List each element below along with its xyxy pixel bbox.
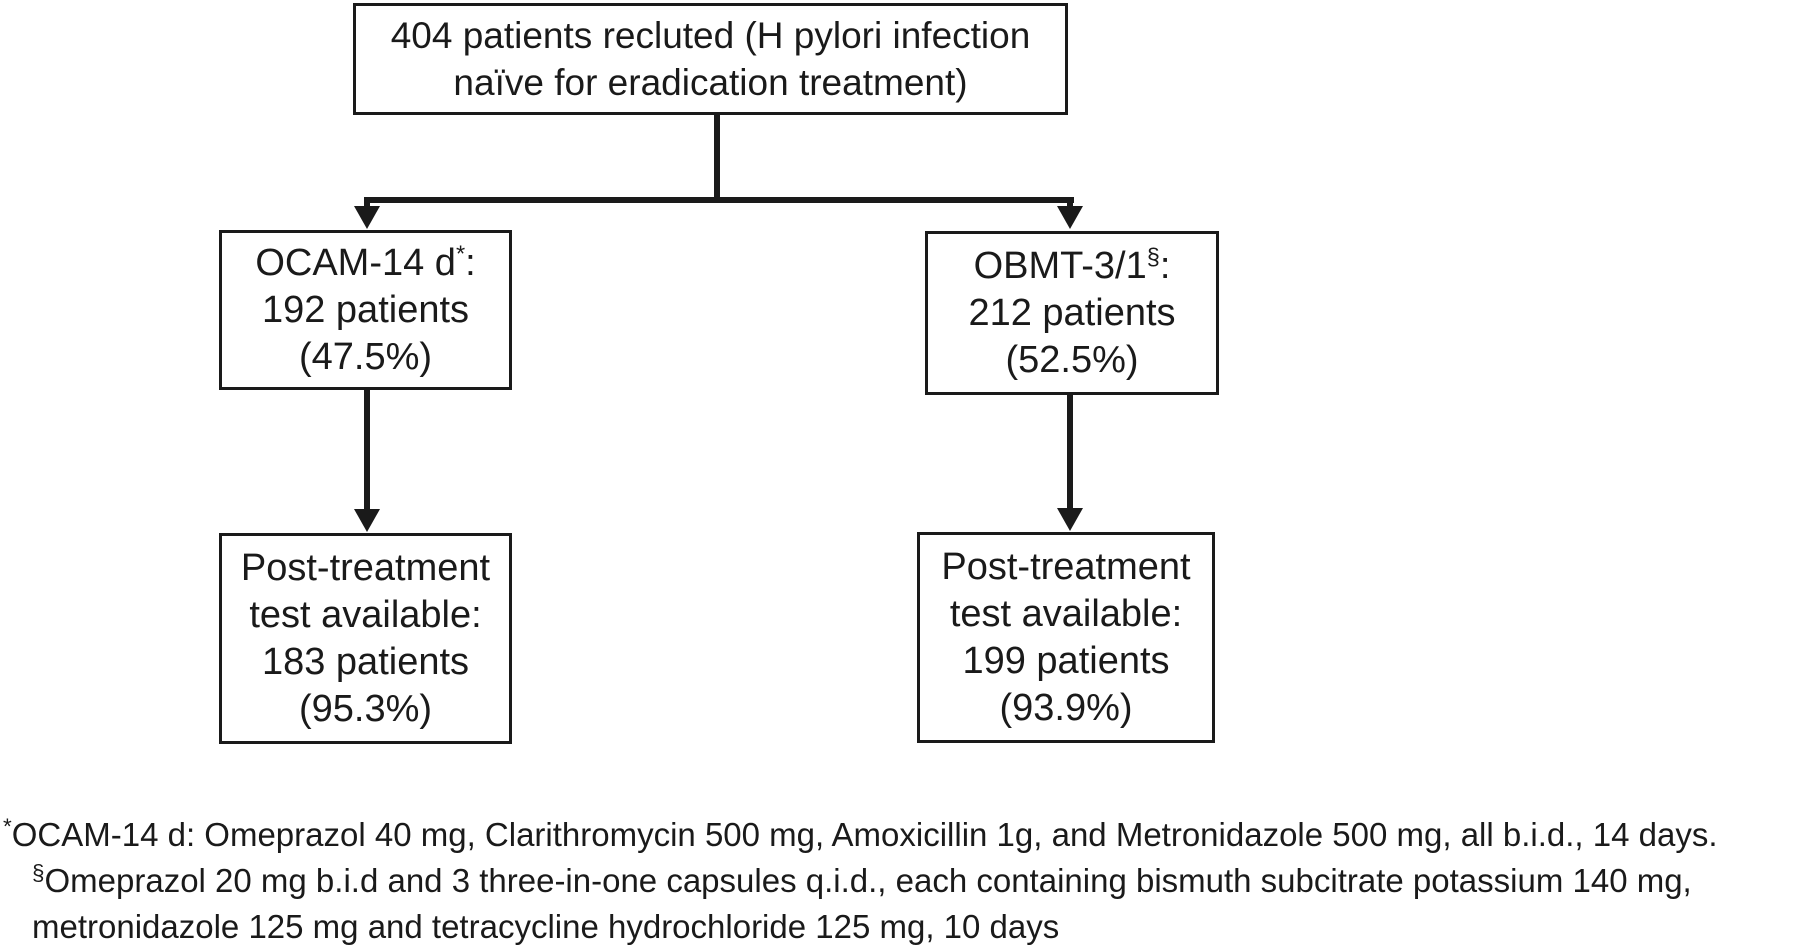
- connector-horizontal-bar: [364, 197, 1074, 203]
- post-treatment-left-percent: (95.3%): [298, 687, 433, 730]
- ocam-group-count: 192 patients: [261, 288, 470, 331]
- arrow-down-left-outcome-icon: [354, 509, 380, 532]
- connector-right-outcome-line: [1067, 395, 1073, 509]
- arrow-down-left-branch-icon: [354, 206, 380, 229]
- obmt-group-box: OBMT-3/1§: 212 patients (52.5%): [925, 231, 1219, 395]
- obmt-group-percent: (52.5%): [1005, 338, 1139, 381]
- connector-right-branch-line: [1067, 197, 1073, 210]
- footnotes: *OCAM-14 d: Omeprazol 40 mg, Clarithromy…: [3, 812, 1718, 950]
- post-treatment-right-line1: Post-treatment: [941, 545, 1191, 588]
- connector-left-branch-line: [364, 197, 370, 210]
- footnote-obmt-line1: §Omeprazol 20 mg b.i.d and 3 three-in-on…: [32, 860, 1692, 899]
- ocam-group-title: OCAM-14 d*:: [255, 239, 476, 284]
- ocam-group-box: OCAM-14 d*: 192 patients (47.5%): [219, 230, 512, 390]
- post-treatment-left-box: Post-treatment test available: 183 patie…: [219, 533, 512, 744]
- post-treatment-left-line2: test available:: [249, 593, 482, 636]
- post-treatment-right-box: Post-treatment test available: 199 patie…: [917, 532, 1215, 743]
- obmt-group-count: 212 patients: [968, 291, 1176, 334]
- section-footnote-marker: §: [32, 860, 45, 885]
- connector-left-outcome-line: [364, 390, 370, 511]
- recruited-patients-line1: 404 patients recluted (H pylori infectio…: [390, 15, 1031, 56]
- arrow-down-right-outcome-icon: [1057, 508, 1083, 531]
- post-treatment-left-count: 183 patients: [261, 640, 470, 683]
- asterisk-footnote-marker: *: [3, 814, 12, 839]
- asterisk-superscript: *: [455, 239, 466, 266]
- post-treatment-right-count: 199 patients: [962, 639, 1170, 682]
- footnote-ocam: *OCAM-14 d: Omeprazol 40 mg, Clarithromy…: [3, 814, 1718, 853]
- footnote-obmt-line2: metronidazole 125 mg and tetracycline hy…: [32, 908, 1060, 945]
- post-treatment-left-line1: Post-treatment: [240, 546, 491, 589]
- post-treatment-right-percent: (93.9%): [999, 686, 1133, 729]
- section-superscript: §: [1146, 242, 1160, 269]
- arrow-down-right-branch-icon: [1057, 206, 1083, 229]
- connector-top-stub: [714, 115, 720, 203]
- obmt-group-title: OBMT-3/1§:: [973, 242, 1171, 287]
- ocam-group-percent: (47.5%): [298, 335, 433, 378]
- recruited-patients-line2: naïve for eradication treatment): [453, 62, 968, 103]
- post-treatment-right-line2: test available:: [949, 592, 1183, 635]
- recruited-patients-box: 404 patients recluted (H pylori infectio…: [353, 3, 1068, 115]
